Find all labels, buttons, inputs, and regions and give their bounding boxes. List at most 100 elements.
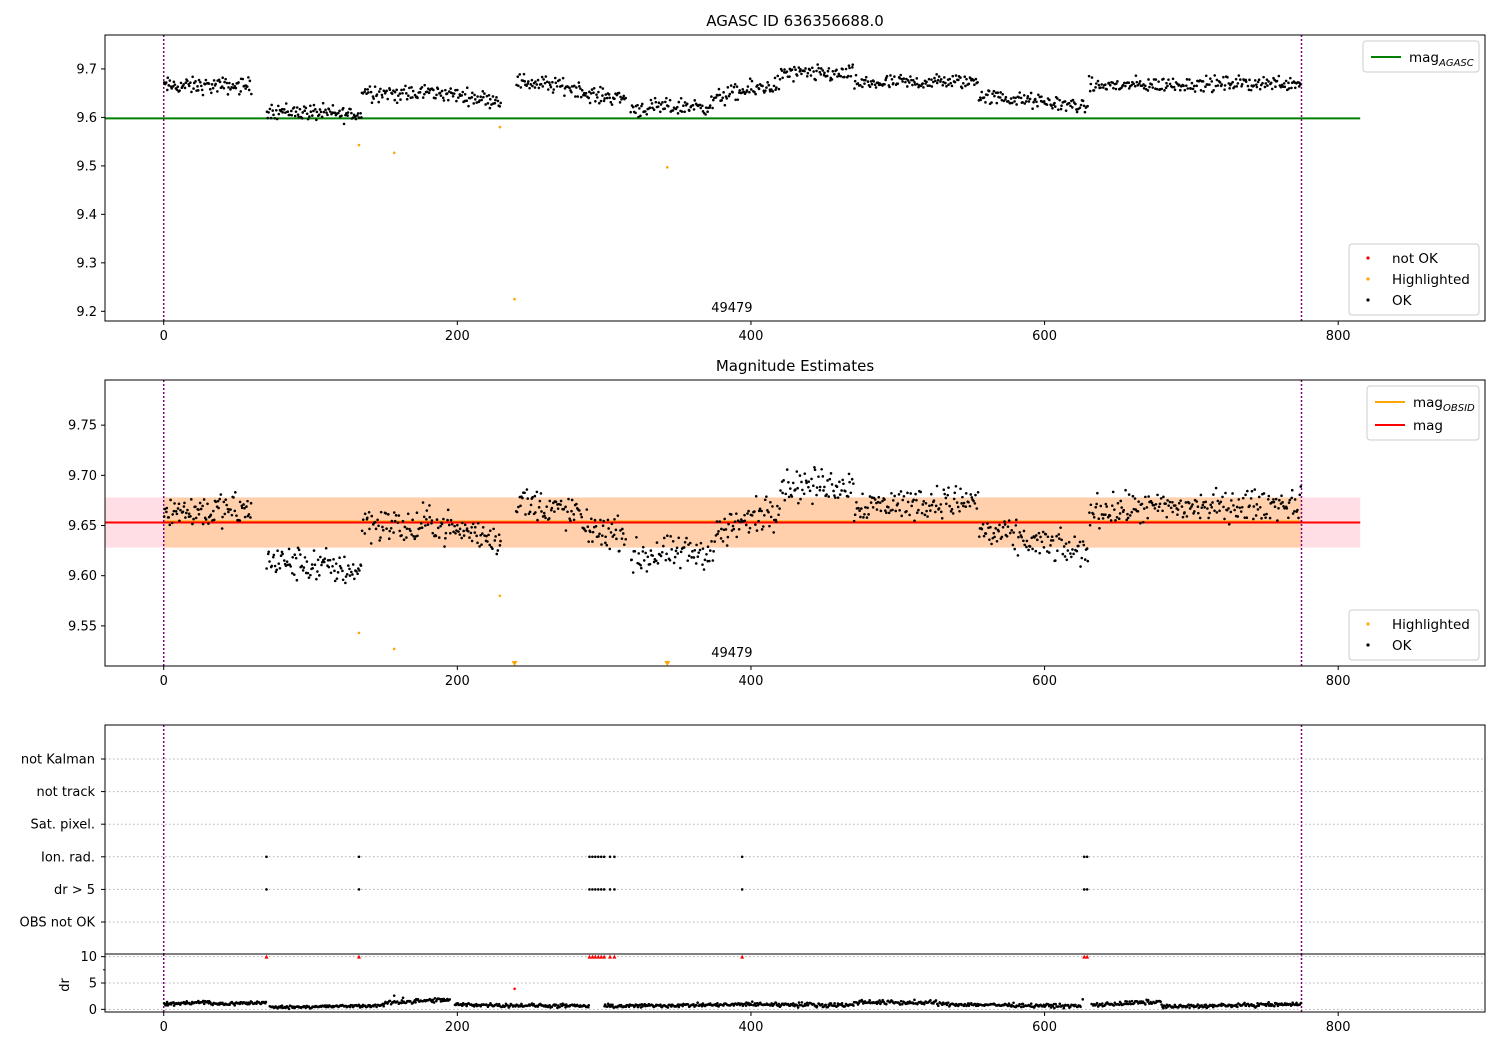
point-dr [885,1002,888,1006]
point-ok [487,93,491,97]
point-dr [233,1004,236,1007]
point-ok [825,493,828,496]
point-ok [1264,516,1267,519]
legend-box [1362,40,1480,73]
point-ok [1124,488,1127,492]
point-ok [1133,497,1137,500]
point-ok [721,540,725,543]
point-ok [652,108,656,112]
point-ok [569,519,572,523]
point-ok [214,500,218,504]
point-ok [736,98,740,101]
point-ok [482,95,485,99]
point-ok [930,503,934,507]
point-ok [1201,80,1205,83]
point-ok [933,76,936,80]
point-dr [852,1004,855,1007]
point-ok [1256,508,1260,511]
point-ok [524,513,527,516]
point-ok [838,480,841,484]
point-ok [819,67,823,70]
point-ok [380,93,384,97]
point-ok [225,81,229,85]
point-ok [249,501,253,505]
point-ok [908,81,911,84]
point-ok [167,84,171,87]
point-ok [179,508,182,512]
point-ok [599,85,602,89]
point-ok [519,86,523,89]
point-dr [1126,1002,1130,1006]
point-ok [357,567,360,570]
point-ok [785,70,789,73]
point-ok [463,523,467,527]
point-ok [999,91,1002,94]
point-ok [645,112,649,116]
point-ok [853,79,857,83]
point-dr [1128,1000,1131,1003]
point-ok [347,564,350,567]
point-ok [1252,84,1256,87]
point-highlighted [392,647,396,651]
point-ok [1044,532,1048,536]
point-ok [572,513,576,516]
flag-point [602,888,606,891]
point-ok [381,528,385,532]
point-ok [360,529,364,533]
x-tick-label: 400 [739,329,764,344]
point-ok [185,511,188,515]
legend-point-swatch [1366,298,1370,302]
point-ok [423,83,426,87]
point-ok [671,109,675,112]
point-ok [1282,504,1285,508]
point-ok [1027,548,1030,552]
point-ok [570,509,573,513]
point-ok [992,89,996,93]
point-ok [624,537,628,541]
point-ok [1131,494,1135,498]
point-ok [342,122,346,126]
point-ok [235,514,238,517]
point-ok [545,505,549,508]
point-ok [1146,516,1149,520]
point-ok [247,88,251,92]
point-ok [220,85,224,88]
point-ok [915,77,919,80]
point-ok [296,113,300,116]
point-ok [716,532,719,536]
point-dr [827,1004,831,1007]
point-ok [274,570,278,574]
point-ok [1022,539,1025,543]
point-ok [979,98,982,102]
point-dr [460,1004,464,1008]
point-ok [838,493,842,496]
point-ok [327,565,331,569]
point-highlighted [513,987,516,991]
point-ok [333,579,337,583]
flag-point [608,888,612,891]
point-ok [792,80,795,83]
point-ok [1206,507,1209,510]
point-ok [783,498,787,502]
point-ok [1142,507,1146,510]
point-ok [1223,88,1226,91]
point-ok [298,107,302,111]
point-ok [388,88,392,92]
point-dr [382,1002,386,1006]
point-ok [587,96,591,100]
point-ok [442,517,445,521]
point-ok [1257,495,1261,499]
point-ok [799,497,802,501]
point-ok [1284,79,1288,83]
point-ok [473,531,477,534]
point-ok [494,98,497,102]
point-ok [721,96,724,100]
point-ok [609,531,613,534]
point-ok [782,478,785,482]
point-ok [284,102,288,105]
point-ok [1171,510,1175,514]
point-highlighted [664,660,671,666]
point-ok [444,88,447,92]
point-ok [1096,79,1100,83]
point-ok [890,77,894,81]
